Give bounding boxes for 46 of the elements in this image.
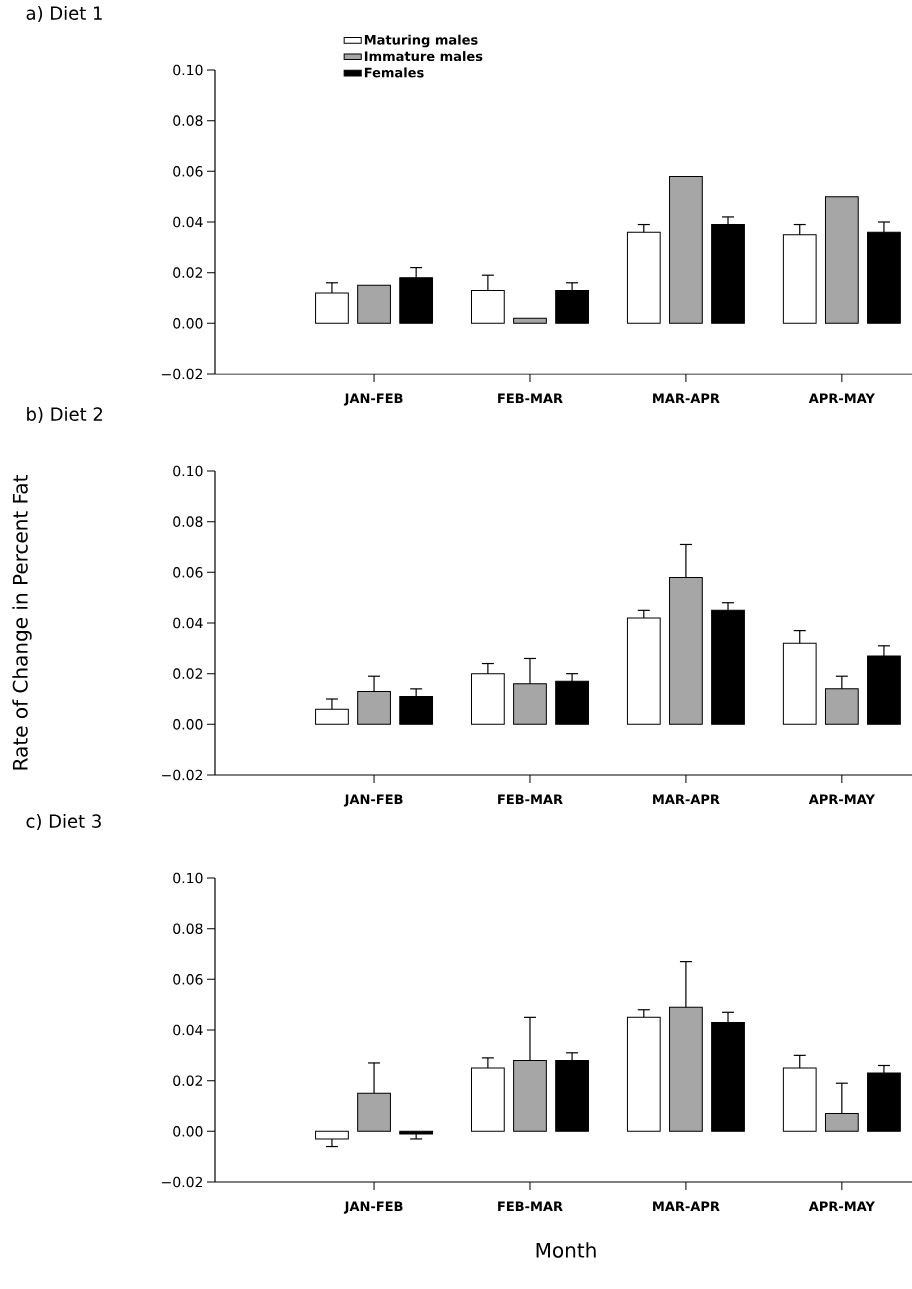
x-tick-label: FEB-MAR	[498, 393, 563, 404]
x-tick-label: APR-MAY	[808, 1201, 876, 1212]
x-tick-label: JAN-FEB	[343, 794, 403, 807]
y-tick-label: 0.00	[173, 1126, 203, 1137]
y-tick-label: 0.02	[173, 668, 203, 679]
y-tick-label: −0.02	[162, 769, 203, 781]
legend-label: Immature males	[364, 51, 483, 62]
y-axis-title: Rate of Change in Percent Fat	[12, 475, 32, 770]
bar	[357, 284, 391, 324]
y-tick-label: −0.02	[162, 1176, 203, 1188]
y-tick-label: 0.06	[173, 974, 203, 985]
x-tick-label: FEB-MAR	[498, 794, 563, 805]
text: b) Diet 2	[27, 406, 103, 424]
y-tick-label: 0.08	[173, 923, 203, 934]
y-tick-label: 0.10	[173, 465, 203, 477]
text: c) Diet 3	[26, 813, 101, 831]
y-tick-label: 0.04	[173, 216, 203, 228]
legend-label: Maturing males	[364, 34, 478, 48]
x-tick-label: JAN-FEB	[343, 1201, 403, 1214]
y-tick-label: −0.02	[162, 368, 203, 380]
y-tick-label: 0.10	[173, 872, 203, 884]
y-tick-label: 0.02	[173, 267, 203, 278]
y-tick-label: 0.00	[173, 318, 203, 329]
x-tick-label: FEB-MAR	[498, 1201, 563, 1212]
y-tick-label: 0.10	[173, 64, 203, 76]
y-tick-label: 0.08	[173, 516, 203, 527]
text: a) Diet 1	[26, 5, 102, 23]
bar	[824, 196, 859, 324]
x-tick-label: JAN-FEB	[343, 393, 403, 406]
bar	[399, 1130, 434, 1135]
y-tick-label: 0.06	[173, 166, 203, 177]
y-tick-label: 0.02	[173, 1075, 203, 1086]
y-tick-label: 0.00	[173, 719, 203, 730]
y-tick-label: 0.04	[173, 1024, 203, 1036]
y-tick-label: 0.08	[173, 115, 203, 126]
y-tick-label: 0.06	[173, 567, 203, 578]
x-tick-label: MAR-APR	[653, 393, 720, 404]
legend-label: Females	[364, 67, 424, 78]
x-axis-title: Month	[536, 1242, 596, 1258]
x-tick-label: MAR-APR	[653, 1201, 720, 1212]
x-tick-label: MAR-APR	[653, 794, 720, 805]
bar	[669, 175, 703, 324]
y-tick-label: 0.04	[173, 617, 203, 629]
x-tick-label: APR-MAY	[808, 393, 876, 404]
bar	[513, 317, 547, 324]
x-tick-label: APR-MAY	[808, 794, 876, 805]
